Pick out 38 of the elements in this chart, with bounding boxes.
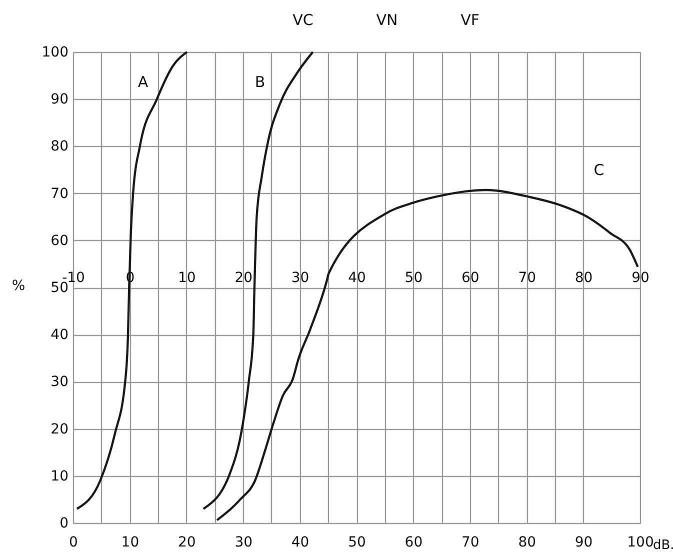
x2-tick-label: 70 [518,270,536,286]
x2-tick-label: 50 [404,270,423,286]
annotation: A [138,73,149,91]
annotation: C [594,161,604,179]
y-tick-label: 80 [50,138,68,155]
x-tick-label: 60 [404,534,423,550]
y-tick-label: 30 [50,374,68,390]
x2-tick-label: 90 [632,270,650,286]
y-tick-label: 60 [50,232,68,249]
y-axis-title: % [12,278,26,294]
x2-tick-label: 80 [574,270,593,286]
x-tick-label: 20 [178,534,196,550]
y-tick-label: 0 [60,516,68,532]
x2-tick-label: 60 [461,270,480,286]
line-series [202,50,314,510]
x-tick-label: 100 [627,534,654,550]
y-tick-label: 10 [50,468,68,484]
x-tick-label: 40 [291,534,310,550]
x2-tick-label: 30 [291,270,310,286]
y-tick-label: 90 [50,92,68,108]
x-tick-label: 10 [121,534,140,550]
text: VF [460,11,480,29]
text: VN [376,11,398,29]
y-tick-label: 70 [50,186,68,202]
x-tick-label: 80 [518,534,536,550]
x-tick-label: 50 [348,534,366,550]
y-tick-label: 20 [50,421,68,438]
annotation: B [254,73,266,91]
x-axis-title: dB. [653,538,673,553]
x2-tick-label: 40 [348,270,366,286]
x-tick-label: 90 [574,534,593,550]
x-tick-label: 30 [234,534,253,550]
x-tick-label: 70 [461,534,480,550]
x2-tick-label: 10 [178,270,196,286]
y-tick-label: 100 [42,44,68,60]
y-tick-label: 40 [50,327,68,344]
x2-tick-label: 20 [234,270,253,286]
text: VC [292,11,314,29]
